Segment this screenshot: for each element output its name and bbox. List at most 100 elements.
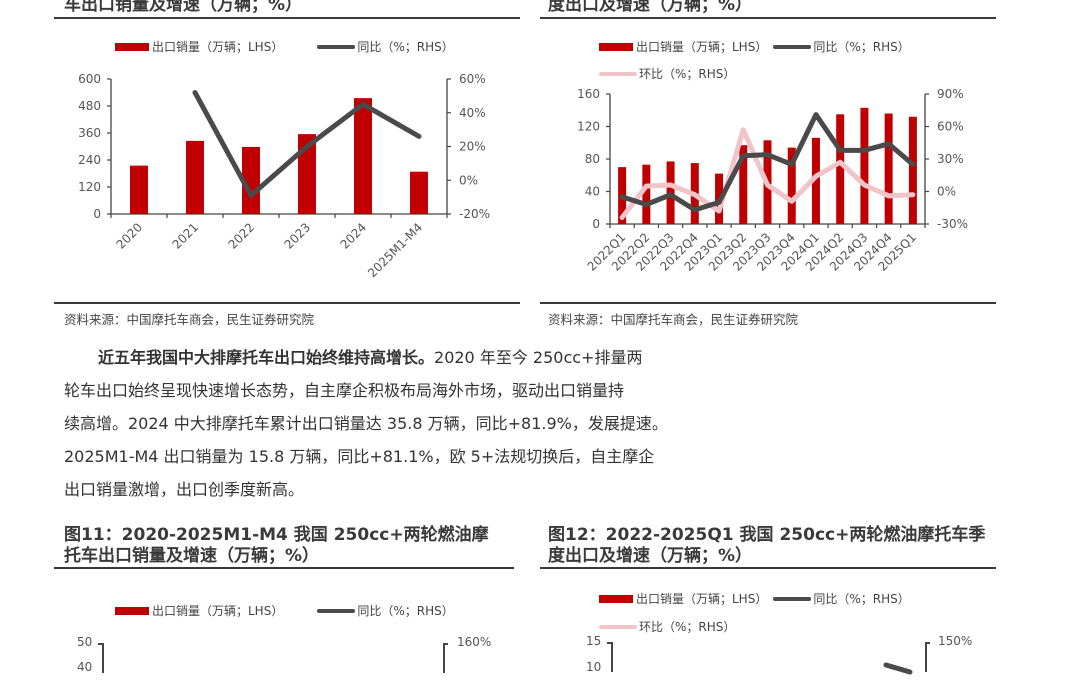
bar [130,165,148,214]
bar [860,107,869,224]
fig11-title-rule [54,567,514,569]
top-left-source: 资料来源：中国摩托车商会，民生证券研究院 [64,312,315,327]
fig12-y-right-tick [925,642,930,644]
fig11-y-left-top: 50 [77,635,93,649]
qoq-line [619,127,916,220]
fig11-y-left-axis [102,643,104,673]
line-legend-swatch [317,608,356,613]
y-right-tick-label: 40% [459,106,486,120]
fig12-legend-row1: 出口销量（万辆；LHS） 同比（%；RHS） [599,590,910,607]
bar [787,147,796,224]
qoq-legend-swatch [599,624,637,629]
bar [884,113,893,224]
y-left-tick-label: 120 [577,120,600,134]
fig12-y-right-top: 150% [938,634,973,648]
bar [739,145,748,224]
fig12-title-rule [540,567,996,569]
top-right-source-rule [540,302,996,304]
y-left-tick-label: 360 [78,126,101,140]
bar-legend-swatch [599,42,633,51]
fig12-y-left-tick [607,642,612,644]
bar-legend-swatch [599,594,633,603]
fig11-y-right-top: 160% [457,635,492,649]
legend-qoq-label: 环比（%；RHS） [639,67,736,81]
y-right-tick-label: 20% [459,140,486,154]
yoy-line [192,90,422,198]
bar-legend-swatch [115,606,149,615]
top-left-figure-title: 车出口销量及增速（万辆；%） [64,0,303,15]
x-tick-label: 2025M1-M4 [365,220,425,280]
top-right-legend-row2: 环比（%；RHS） [599,65,735,82]
quarterly-export-chart: 04080120160-30%0%30%60%90%2022Q12022Q220… [577,87,968,274]
bar-legend-swatch [115,42,149,51]
fig11-y-left-tick [98,643,103,645]
x-tick-label: 2020 [114,220,145,251]
x-tick-label: 2023 [282,220,313,251]
x-tick-label: 2021 [170,220,201,251]
fig12-title-line1: 图12：2022-2025Q1 我国 250cc+两轮燃油摩托车季 [548,525,986,545]
yoy-legend-swatch [773,44,812,49]
paragraph-line2: 轮车出口始终呈现快速增长态势，自主摩企积极布局海外市场，驱动出口销量持 [64,381,625,400]
y-right-tick-label: 60% [937,120,964,134]
annual-export-chart: 0 120 240 360 480 600 -20% 0% 20% 40% 60% 2020 2021 2… [78,72,490,280]
paragraph-line3: 续高增。2024 中大排摩托车累计出口销量达 35.8 万辆，同比+81.9%，… [64,414,668,433]
fig12-y-left-next: 10 [586,660,602,674]
y-right-tick-label: -20% [459,207,490,221]
y-left-tick-label: 80 [585,152,600,166]
y-left-tick-label: 0 [93,207,101,221]
paragraph-line1: 2020 年至今 250cc+排量两 [434,348,643,367]
legend-qoq-label: 环比（%；RHS） [639,620,736,634]
y-right-tick-label: 60% [459,72,486,86]
bar [811,137,820,224]
bar [242,146,260,214]
y-right-tick-label: 0% [459,173,478,187]
bar [642,164,651,224]
bar [836,114,845,224]
y-left-tick-label: 240 [78,153,101,167]
fig12-title-line2: 度出口及增速（万辆；%） [548,546,753,566]
x-tick-label: 2022 [226,220,257,251]
legend-bar-label: 出口销量（万辆；LHS） [636,592,768,606]
qoq-legend-swatch [599,71,637,76]
legend-yoy-label: 同比（%；RHS） [813,40,910,54]
legend-line-label: 同比（%；RHS） [357,604,454,618]
bar [908,116,917,224]
bar [186,140,204,214]
paragraph-line4: 2025M1-M4 出口销量为 15.8 万辆，同比+81.1%，欧 5+法规切… [64,447,655,466]
paragraph-lead: 近五年我国中大排摩托车出口始终维持高增长。 [98,348,435,367]
fig12-y-left-axis [611,642,613,672]
fig12-y-right-axis [925,642,927,672]
y-right-tick-label: 0% [937,185,956,199]
y-left-tick-label: 160 [577,87,600,101]
y-left-tick-label: 40 [585,185,600,199]
y-left-tick-label: 480 [78,99,101,113]
fig11-y-right-tick [443,643,448,645]
y-right-tick-label: 90% [937,87,964,101]
top-right-legend-row1: 出口销量（万辆；LHS） 同比（%；RHS） [599,38,910,55]
bar [354,98,372,214]
fig12-legend-row2: 环比（%；RHS） [599,618,735,635]
bar [298,134,316,214]
top-right-figure-title: 度出口及增速（万辆；%） [548,0,753,15]
fig11-y-right-axis [443,643,445,673]
fig12-yoy-line-fragment [883,662,913,675]
y-left-tick-label: 120 [78,180,101,194]
legend-bar-label: 出口销量（万辆；LHS） [636,40,768,54]
legend-line-label: 同比（%；RHS） [357,40,454,54]
fig12-y-left-top: 15 [586,634,602,648]
y-right-tick-label: -30% [937,217,968,231]
fig11-y-left-next: 40 [77,660,93,674]
top-left-legend: 出口销量（万辆；LHS） 同比（%；RHS） [115,38,454,55]
fig11-title-line2: 托车出口销量及增速（万辆；%） [64,546,320,566]
top-left-source-rule [54,302,520,304]
x-tick-label: 2024 [338,220,369,251]
fig11-title-line1: 图11：2020-2025M1-M4 我国 250cc+两轮燃油摩 [64,525,489,545]
fig11-legend: 出口销量（万辆；LHS） 同比（%；RHS） [115,602,454,619]
legend-bar-label: 出口销量（万辆；LHS） [152,40,284,54]
paragraph-line5: 出口销量激增，出口创季度新高。 [64,480,305,499]
top-right-source: 资料来源：中国摩托车商会，民生证券研究院 [548,312,799,327]
top-left-title-rule [54,17,520,19]
legend-yoy-label: 同比（%；RHS） [813,592,910,606]
line-legend-swatch [317,44,356,49]
y-left-tick-label: 0 [592,217,600,231]
